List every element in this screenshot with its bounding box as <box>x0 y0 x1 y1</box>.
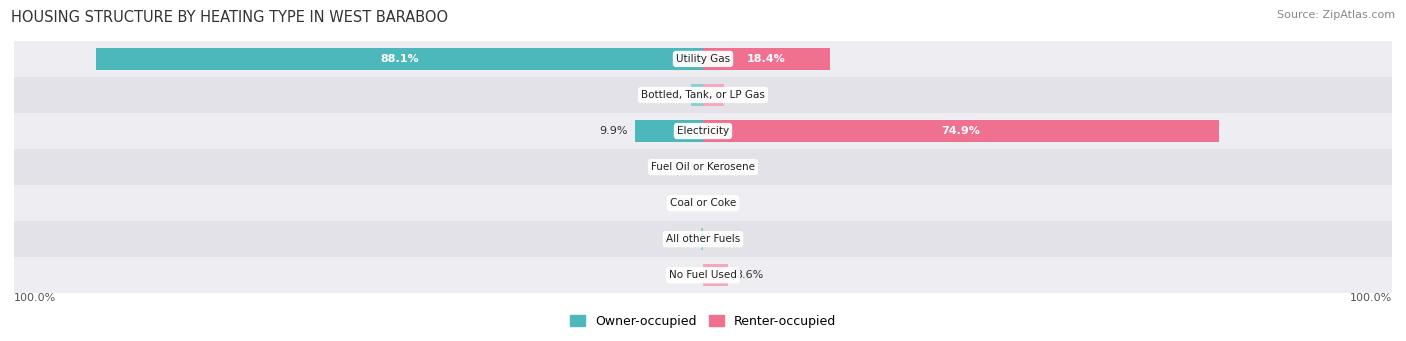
Text: Electricity: Electricity <box>676 126 730 136</box>
Text: 0.0%: 0.0% <box>668 162 696 172</box>
Bar <box>703 120 1219 142</box>
Text: 88.1%: 88.1% <box>380 54 419 64</box>
Text: 18.4%: 18.4% <box>747 54 786 64</box>
Text: Source: ZipAtlas.com: Source: ZipAtlas.com <box>1277 10 1395 20</box>
Text: 0.0%: 0.0% <box>710 198 738 208</box>
Legend: Owner-occupied, Renter-occupied: Owner-occupied, Renter-occupied <box>565 310 841 332</box>
Bar <box>14 149 1392 185</box>
Text: Utility Gas: Utility Gas <box>676 54 730 64</box>
Text: Bottled, Tank, or LP Gas: Bottled, Tank, or LP Gas <box>641 90 765 100</box>
Bar <box>14 113 1392 149</box>
Text: 0.3%: 0.3% <box>666 234 695 244</box>
Bar <box>702 228 703 250</box>
Text: No Fuel Used: No Fuel Used <box>669 270 737 280</box>
Bar <box>703 84 724 106</box>
Text: 3.6%: 3.6% <box>735 270 763 280</box>
Text: Coal or Coke: Coal or Coke <box>669 198 737 208</box>
Bar <box>14 221 1392 257</box>
Text: 9.9%: 9.9% <box>599 126 628 136</box>
Bar <box>703 48 830 70</box>
Bar <box>14 257 1392 293</box>
Text: 100.0%: 100.0% <box>14 293 56 303</box>
Bar <box>690 84 703 106</box>
Bar <box>14 185 1392 221</box>
Text: Fuel Oil or Kerosene: Fuel Oil or Kerosene <box>651 162 755 172</box>
Text: 0.0%: 0.0% <box>668 198 696 208</box>
Text: 0.0%: 0.0% <box>710 162 738 172</box>
Bar <box>96 48 703 70</box>
Bar <box>703 264 728 286</box>
Text: HOUSING STRUCTURE BY HEATING TYPE IN WEST BARABOO: HOUSING STRUCTURE BY HEATING TYPE IN WES… <box>11 10 449 25</box>
Bar <box>14 77 1392 113</box>
Text: 3.1%: 3.1% <box>731 90 759 100</box>
Text: All other Fuels: All other Fuels <box>666 234 740 244</box>
Text: 100.0%: 100.0% <box>1350 293 1392 303</box>
Text: 1.8%: 1.8% <box>655 90 683 100</box>
Text: 0.0%: 0.0% <box>710 234 738 244</box>
Bar <box>634 120 703 142</box>
Bar <box>14 41 1392 77</box>
Text: 0.0%: 0.0% <box>668 270 696 280</box>
Text: 74.9%: 74.9% <box>942 126 980 136</box>
